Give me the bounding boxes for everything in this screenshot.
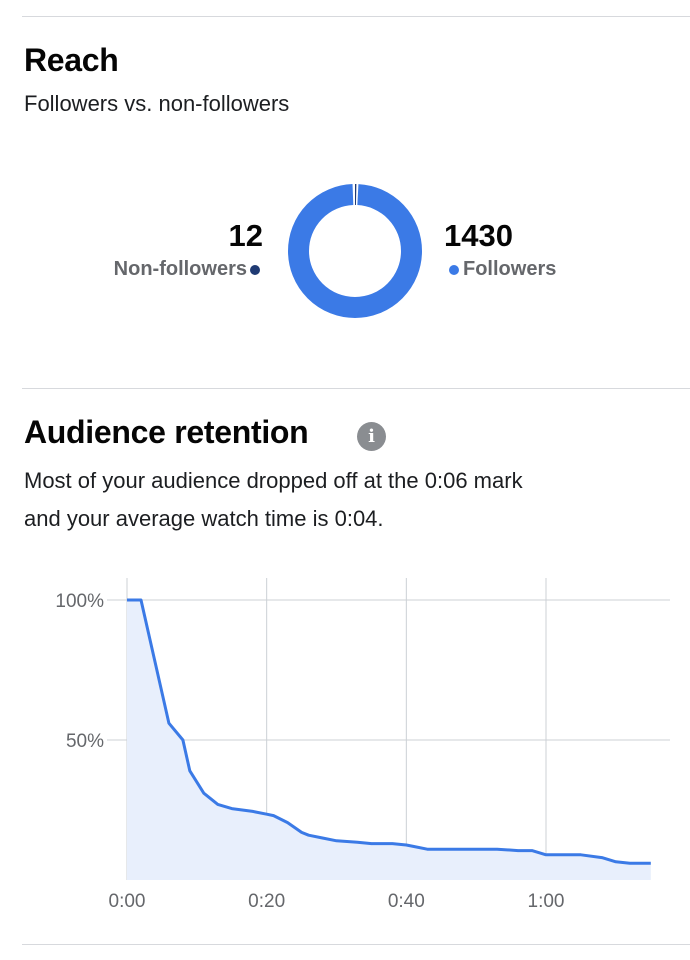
retention-description-line2: and your average watch time is 0:04. — [24, 506, 384, 531]
x-tick-label: 0:40 — [388, 891, 425, 912]
retention-title: Audience retention — [24, 414, 309, 450]
reach-donut-chart — [288, 184, 422, 318]
non-followers-label: Non-followers — [113, 258, 247, 280]
retention-area-fill — [127, 600, 651, 880]
x-tick-label: 0:00 — [109, 891, 146, 912]
retention-description-line1: Most of your audience dropped off at the… — [24, 468, 523, 493]
info-icon[interactable]: i — [357, 422, 386, 451]
y-tick-label: 100% — [55, 591, 104, 612]
reach-title: Reach — [24, 42, 119, 78]
donut-slice-non-followers — [288, 184, 422, 318]
section-divider — [22, 388, 690, 389]
followers-dot — [449, 264, 459, 275]
donut-slice-followers — [288, 184, 422, 318]
non-followers-dot — [250, 264, 260, 275]
retention-area-chart: 100% 50% 0:00 0:20 0:40 1:00 — [55, 578, 670, 912]
followers-label: Followers — [463, 258, 557, 280]
non-followers-legend: Non-followers — [114, 258, 260, 281]
top-divider — [22, 16, 690, 17]
followers-legend: Followers — [449, 258, 556, 281]
x-tick-label: 0:20 — [248, 891, 285, 912]
followers-count: 1430 — [444, 218, 513, 253]
x-tick-label: 1:00 — [528, 891, 565, 912]
non-followers-count: 12 — [228, 218, 263, 253]
bottom-divider — [22, 944, 690, 945]
retention-line — [127, 598, 651, 865]
y-tick-label: 50% — [66, 731, 104, 752]
reach-subtitle: Followers vs. non-followers — [24, 91, 290, 116]
